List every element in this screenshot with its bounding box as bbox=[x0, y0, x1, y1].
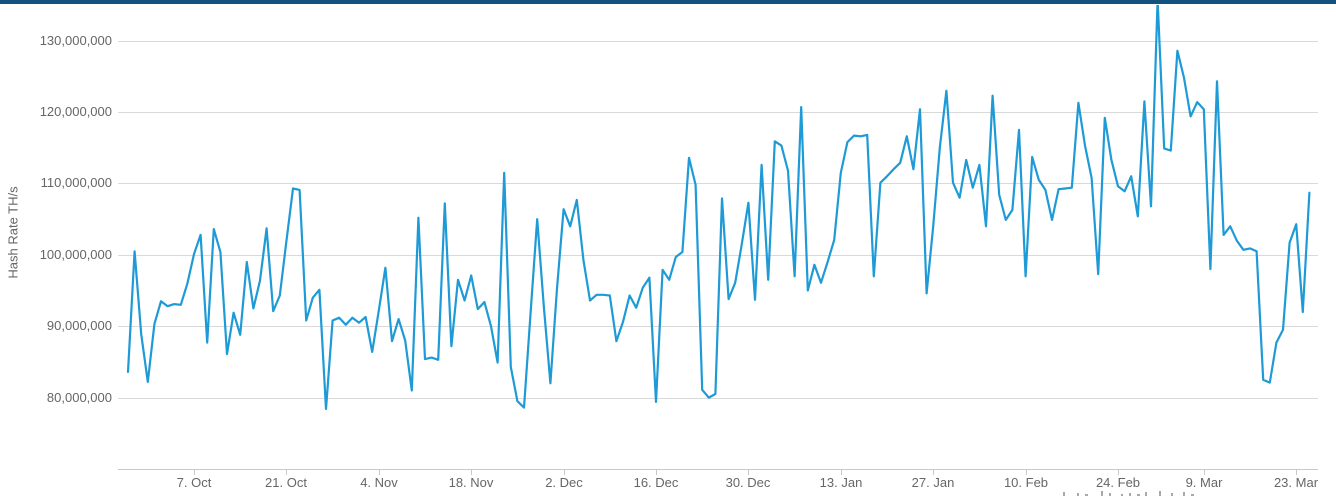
y-axis-tick-label: 100,000,000 bbox=[39, 247, 112, 262]
y-axis-tick-label: 130,000,000 bbox=[39, 33, 112, 48]
clipped-glyph-mark bbox=[1129, 493, 1131, 496]
x-axis-tick-label: 4. Nov bbox=[360, 475, 398, 490]
clipped-glyph-mark bbox=[1145, 492, 1147, 496]
clipped-glyph-mark bbox=[1137, 494, 1140, 496]
y-axis-tick-label: 110,000,000 bbox=[40, 175, 112, 190]
x-axis-tick bbox=[1118, 470, 1119, 475]
x-axis-tick-label: 27. Jan bbox=[911, 475, 955, 490]
x-axis-tick-label: 30. Dec bbox=[725, 475, 771, 490]
y-axis-tick-label: 80,000,000 bbox=[46, 390, 112, 405]
y-axis-tick-label: 90,000,000 bbox=[46, 318, 112, 333]
clipped-glyph-mark bbox=[1085, 494, 1088, 496]
gridline-100m bbox=[118, 255, 1318, 256]
x-axis-tick-label: 18. Nov bbox=[448, 475, 494, 490]
clipped-glyph-mark bbox=[1077, 493, 1079, 496]
hash-rate-line-series bbox=[126, 5, 1311, 411]
x-axis-tick-label: 9. Mar bbox=[1185, 475, 1223, 490]
x-axis-tick bbox=[1026, 470, 1027, 475]
y-axis-tick-label: 120,000,000 bbox=[39, 104, 112, 119]
gridline-80m bbox=[118, 398, 1318, 399]
x-axis-tick bbox=[841, 470, 842, 475]
clipped-glyph-mark bbox=[1191, 494, 1194, 496]
clipped-glyph-mark bbox=[1121, 494, 1123, 496]
x-axis-tick-label: 21. Oct bbox=[265, 475, 307, 490]
x-axis-tick-label: 2. Dec bbox=[545, 475, 583, 490]
x-axis-tick-label: 10. Feb bbox=[1003, 475, 1049, 490]
x-axis-tick-label: 16. Dec bbox=[633, 475, 679, 490]
clipped-glyph-mark bbox=[1171, 493, 1173, 496]
gridline-110m bbox=[118, 183, 1318, 184]
clipped-text-fragment bbox=[1063, 490, 1203, 496]
x-axis-tick-label: 24. Feb bbox=[1095, 475, 1141, 490]
x-axis-tick bbox=[471, 470, 472, 475]
top-accent-bar bbox=[0, 0, 1336, 4]
x-axis-tick bbox=[1204, 470, 1205, 475]
x-axis-tick bbox=[286, 470, 287, 475]
clipped-glyph-mark bbox=[1063, 492, 1065, 496]
gridline-120m bbox=[118, 112, 1318, 113]
clipped-glyph-mark bbox=[1183, 492, 1185, 496]
x-axis-tick-label: 7. Oct bbox=[176, 475, 212, 490]
x-axis-line bbox=[118, 469, 1318, 470]
x-axis-tick bbox=[933, 470, 934, 475]
clipped-glyph-mark bbox=[1109, 493, 1111, 496]
clipped-glyph-mark bbox=[1101, 491, 1103, 496]
x-axis-tick-label: 13. Jan bbox=[819, 475, 863, 490]
x-axis-tick bbox=[564, 470, 565, 475]
x-axis-tick bbox=[194, 470, 195, 475]
x-axis-tick bbox=[656, 470, 657, 475]
x-axis-tick bbox=[1296, 470, 1297, 475]
gridline-130m bbox=[118, 41, 1318, 42]
plot-area[interactable] bbox=[118, 5, 1318, 469]
x-axis-tick bbox=[379, 470, 380, 475]
x-axis-tick bbox=[748, 470, 749, 475]
x-axis-tick-label: 23. Mar bbox=[1273, 475, 1319, 490]
clipped-glyph-mark bbox=[1159, 491, 1161, 496]
